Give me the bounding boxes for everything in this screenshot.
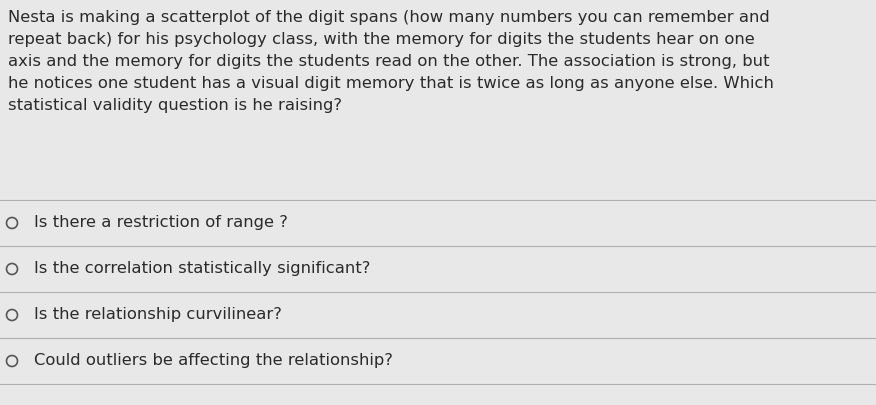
Text: he notices one student has a visual digit memory that is twice as long as anyone: he notices one student has a visual digi… — [8, 76, 774, 91]
Text: Nesta is making a scatterplot of the digit spans (how many numbers you can remem: Nesta is making a scatterplot of the dig… — [8, 10, 770, 25]
Text: repeat back) for his psychology class, with the memory for digits the students h: repeat back) for his psychology class, w… — [8, 32, 755, 47]
Text: axis and the memory for digits the students read on the other. The association i: axis and the memory for digits the stude… — [8, 54, 769, 69]
Text: Is there a restriction of range ?: Is there a restriction of range ? — [34, 215, 288, 230]
Text: Is the correlation statistically significant?: Is the correlation statistically signifi… — [34, 262, 371, 277]
Text: Could outliers be affecting the relationship?: Could outliers be affecting the relation… — [34, 354, 392, 369]
Text: statistical validity question is he raising?: statistical validity question is he rais… — [8, 98, 342, 113]
Text: Is the relationship curvilinear?: Is the relationship curvilinear? — [34, 307, 282, 322]
